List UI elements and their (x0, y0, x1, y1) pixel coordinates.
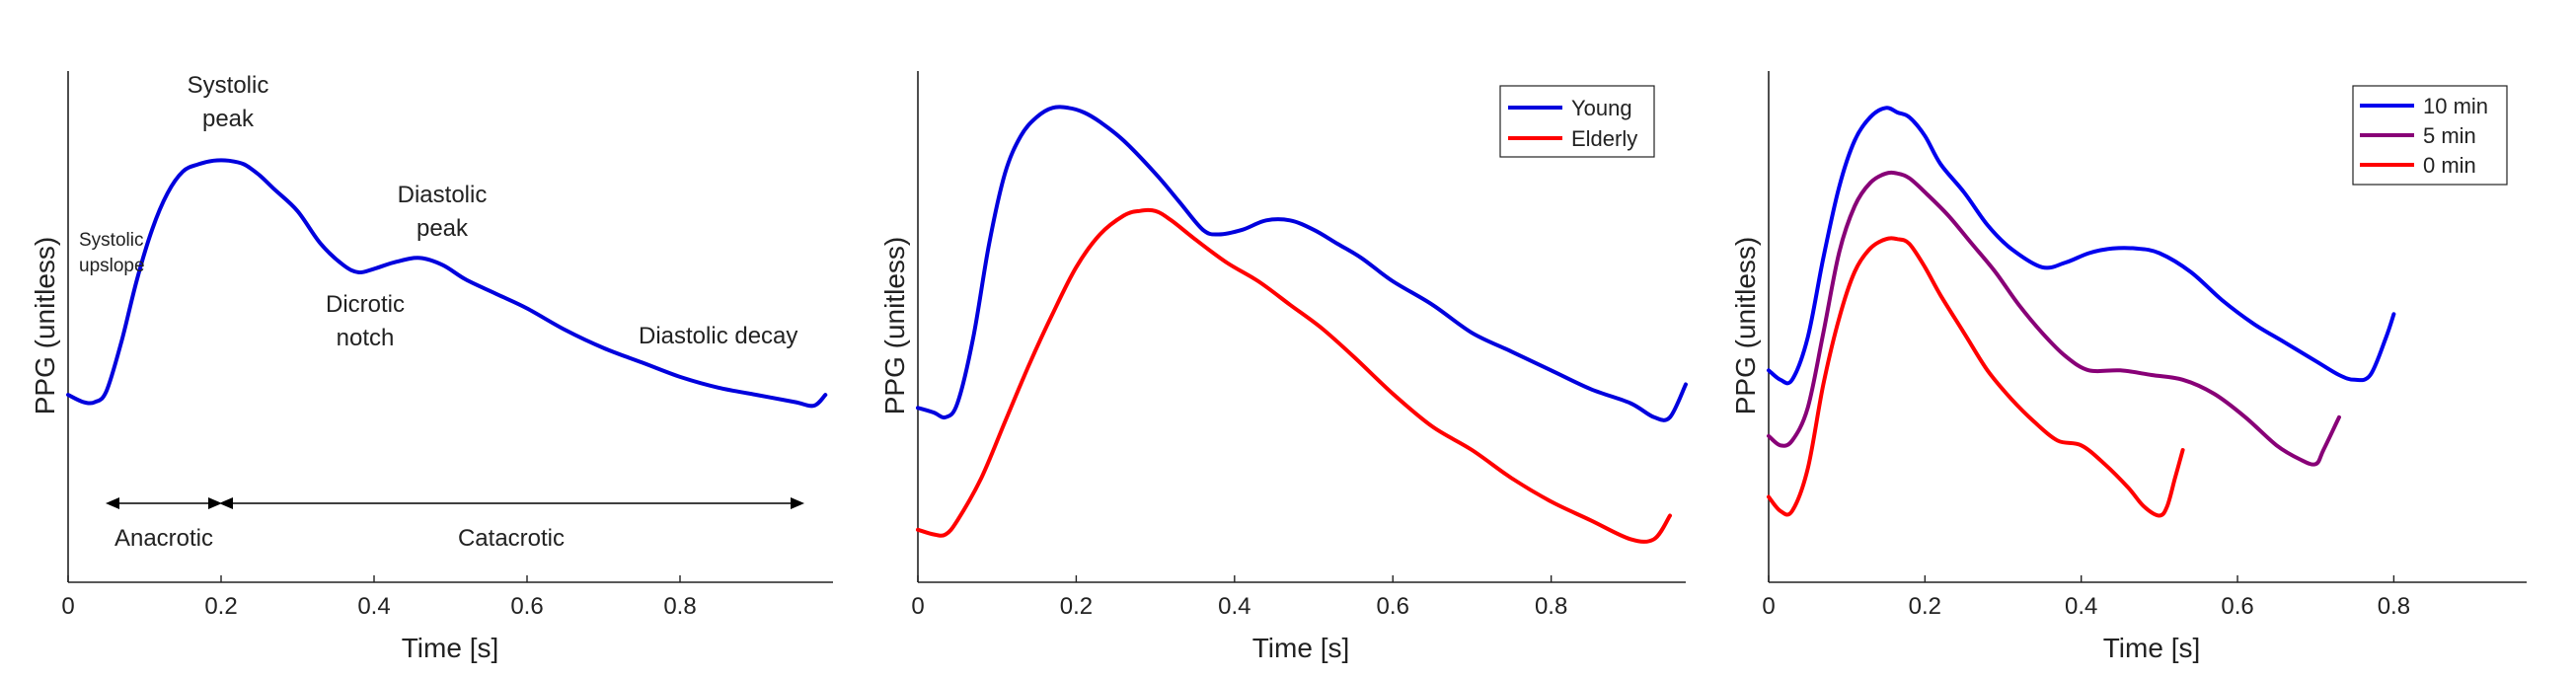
annotation-diastolic-decay: Diastolic decay (639, 323, 797, 349)
panel-2-y-axis-label: PPG (unitless) (879, 237, 910, 415)
panel-2-line-young (916, 105, 1688, 422)
panel-3-x-ticks: 0 0.2 0.4 0.6 0.8 (1762, 575, 2410, 620)
panel-3-series (1767, 106, 2396, 518)
legend-label-5min: 5 min (2423, 123, 2476, 148)
panel-2-x-tick-label: 0.6 (1377, 593, 1409, 620)
panel-1-series (66, 158, 828, 409)
annotation-dicrotic-notch-line1: Dicrotic (326, 291, 405, 318)
panel-3-x-tick-label: 0.4 (2065, 593, 2097, 620)
panel-1-y-axis-label: PPG (unitless) (30, 237, 60, 415)
anacrotic-arrow (106, 497, 222, 509)
panel-3-legend: 10 min 5 min 0 min (2352, 85, 2508, 186)
annotation-systolic-peak-line2: peak (202, 106, 255, 132)
panel-2-axes (917, 71, 1686, 583)
panel-3-x-tick-label: 0.8 (2378, 593, 2410, 620)
panel-2-series (916, 105, 1688, 544)
annotation-catacrotic: Catacrotic (458, 525, 565, 552)
panel-1-x-ticks: 0 0.2 0.4 0.6 0.8 (61, 575, 697, 620)
legend-label-0min: 0 min (2423, 153, 2476, 178)
panel-1: 0 0.2 0.4 0.6 0.8 Time [s] PPG (unitless) Sy… (30, 71, 833, 663)
panel-3-line-10-min (1767, 106, 2396, 386)
panel-1-axes (67, 71, 833, 583)
panel-2-x-axis-label: Time [s] (1252, 633, 1350, 663)
legend-label-10min: 10 min (2423, 94, 2488, 118)
catacrotic-arrow (219, 497, 804, 509)
panel-2-line-elderly (916, 207, 1672, 544)
panel-1-x-tick-label: 0.4 (357, 593, 390, 620)
panel-3-x-tick-label: 0.6 (2221, 593, 2253, 620)
annotation-anacrotic: Anacrotic (114, 525, 213, 552)
panel-3-x-tick-label: 0.2 (1909, 593, 1941, 620)
panel-2: 0 0.2 0.4 0.6 0.8 Time [s] PPG (unitless) Yo… (879, 71, 1688, 663)
panel-2-x-tick-label: 0.8 (1535, 593, 1567, 620)
annotation-diastolic-peak-line2: peak (417, 215, 469, 242)
panel-3-x-axis-label: Time [s] (2103, 633, 2201, 663)
panel-2-x-tick-label: 0 (911, 593, 924, 620)
panel-1-x-tick-label: 0.8 (663, 593, 696, 620)
panel-3-line-0-min (1767, 236, 2185, 518)
legend-label-elderly: Elderly (1571, 126, 1637, 151)
panel-2-x-tick-label: 0.2 (1060, 593, 1093, 620)
panel-1-x-tick-label: 0.6 (510, 593, 543, 620)
panel-1-x-axis-label: Time [s] (402, 633, 499, 663)
panel-2-x-ticks: 0 0.2 0.4 0.6 0.8 (911, 575, 1567, 620)
panel-2-x-tick-label: 0.4 (1218, 593, 1250, 620)
annotation-systolic-peak-line1: Systolic (188, 72, 269, 99)
panel-3-x-tick-label: 0 (1762, 593, 1775, 620)
panel-1-x-tick-label: 0 (61, 593, 74, 620)
annotation-diastolic-peak-line1: Diastolic (398, 182, 488, 208)
annotation-systolic-upslope-line1: Systolic (79, 230, 143, 251)
legend-label-young: Young (1571, 96, 1632, 120)
annotation-systolic-upslope-line2: upslope (79, 256, 145, 276)
panel-1-line-series-0 (66, 158, 828, 409)
panel-2-legend: Young Elderly (1499, 85, 1655, 158)
panel-1-x-tick-label: 0.2 (204, 593, 237, 620)
panel-3: 0 0.2 0.4 0.6 0.8 Time [s] PPG (unitless) 10… (1730, 71, 2527, 663)
panel-3-y-axis-label: PPG (unitless) (1730, 237, 1761, 415)
annotation-dicrotic-notch-line2: notch (337, 325, 395, 351)
panel-3-line-5-min (1767, 170, 2341, 467)
